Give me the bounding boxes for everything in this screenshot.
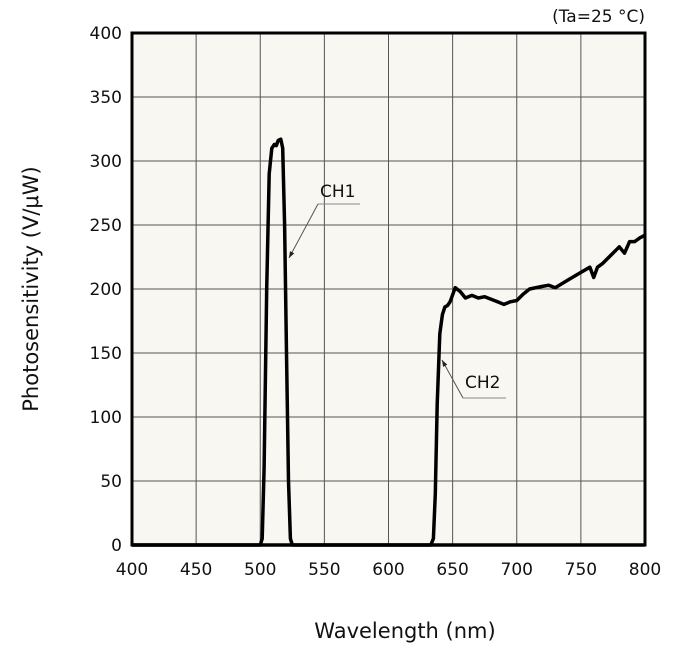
y-tick-label: 100 xyxy=(90,408,122,428)
callout-leader xyxy=(288,203,319,259)
series-line-ch2 xyxy=(132,233,646,547)
x-tick-label: 750 xyxy=(565,560,597,580)
callout-arrowhead xyxy=(442,360,448,367)
x-tick-label: 700 xyxy=(501,560,533,580)
x-tick-label: 500 xyxy=(244,560,276,580)
series-label-ch2: CH2 xyxy=(465,373,500,393)
tick-labels: 400 450 500 550 600 650 700 750 800 0 50 100 150 200 2… xyxy=(90,24,662,580)
y-tick-label: 200 xyxy=(90,280,122,300)
series-line-ch1 xyxy=(132,137,645,547)
x-tick-label: 650 xyxy=(436,560,468,580)
callout-leader xyxy=(441,359,464,399)
x-axis-label: Wavelength (nm) xyxy=(314,619,495,643)
y-tick-label: 150 xyxy=(90,344,122,364)
series-label-ch1: CH1 xyxy=(320,182,355,202)
x-tick-label: 550 xyxy=(308,560,340,580)
y-tick-label: 400 xyxy=(90,24,122,44)
y-tick-label: 50 xyxy=(100,472,122,492)
x-tick-label: 450 xyxy=(180,560,212,580)
x-tick-label: 600 xyxy=(372,560,404,580)
callouts: CH1 CH2 xyxy=(288,182,506,399)
x-tick-label: 800 xyxy=(629,560,661,580)
condition-annotation: (Ta=25 °C) xyxy=(552,7,645,27)
x-tick-label: 400 xyxy=(116,560,148,580)
y-axis-label: Photosensitivity (V/μW) xyxy=(19,166,43,411)
y-tick-label: 350 xyxy=(90,88,122,108)
series-lines xyxy=(132,137,646,547)
y-tick-label: 250 xyxy=(90,216,122,236)
plot-frame xyxy=(130,31,647,547)
y-tick-label: 0 xyxy=(111,536,122,556)
callout-arrowhead xyxy=(289,251,295,258)
y-tick-label: 300 xyxy=(90,152,122,172)
